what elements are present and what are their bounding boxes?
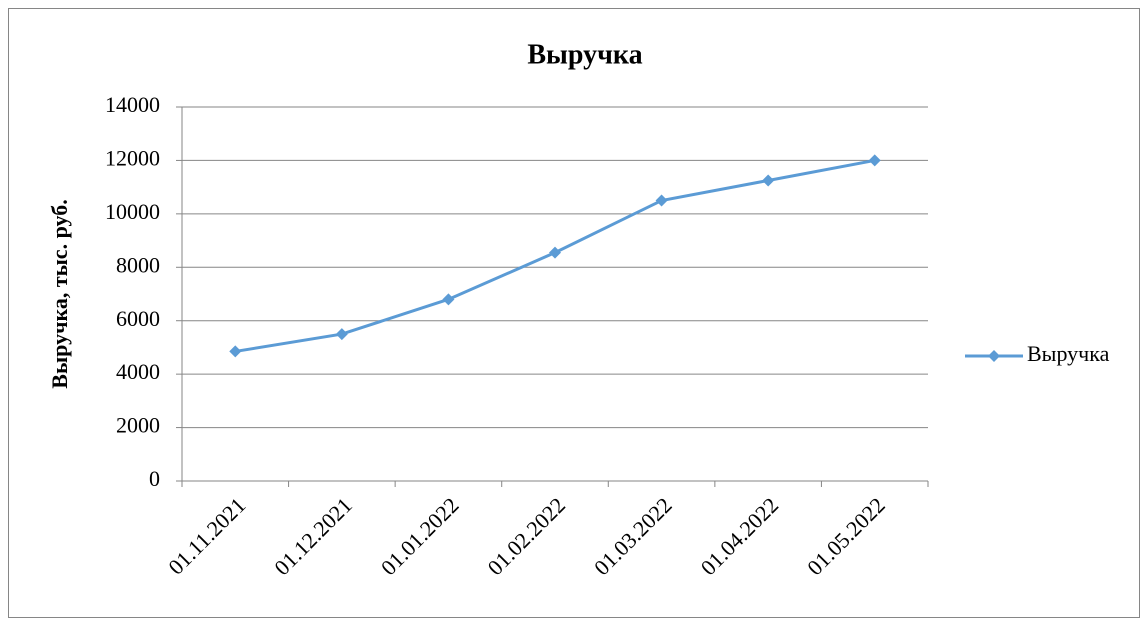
legend-marker xyxy=(988,350,1000,362)
marker xyxy=(442,293,455,306)
chart-frame xyxy=(8,8,1140,618)
y-tick-label: 0 xyxy=(149,466,160,491)
y-tick-label: 12000 xyxy=(105,145,160,170)
y-tick-label: 8000 xyxy=(116,252,160,277)
marker xyxy=(229,345,242,358)
y-axis-label: Выручка, тыс. руб. xyxy=(47,199,72,388)
y-tick-label: 4000 xyxy=(116,359,160,384)
marker xyxy=(549,246,561,259)
marker xyxy=(868,154,881,167)
marker xyxy=(655,194,668,207)
legend-label: Выручка xyxy=(1027,341,1110,366)
marker xyxy=(762,174,775,187)
y-tick-label: 2000 xyxy=(116,413,160,438)
marker xyxy=(335,328,348,341)
y-tick-label: 10000 xyxy=(105,199,160,224)
y-tick-label: 14000 xyxy=(105,92,160,117)
chart-title: Выручка xyxy=(527,39,642,70)
y-tick-label: 6000 xyxy=(116,306,160,331)
